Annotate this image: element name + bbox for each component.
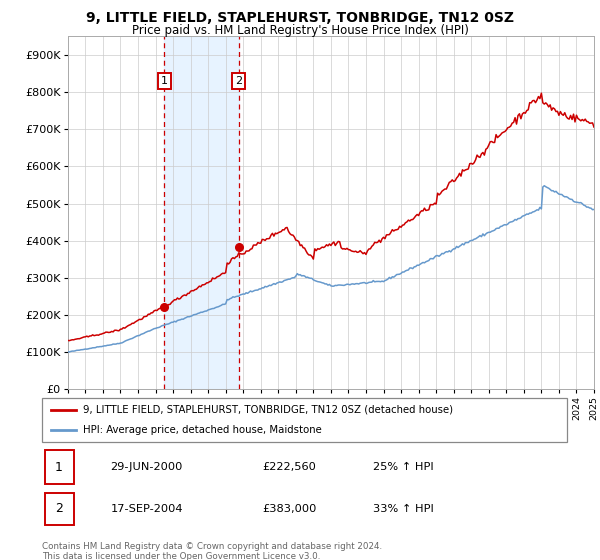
Text: 2: 2	[235, 76, 242, 86]
Text: 25% ↑ HPI: 25% ↑ HPI	[373, 462, 433, 472]
Text: This data is licensed under the Open Government Licence v3.0.: This data is licensed under the Open Gov…	[42, 552, 320, 560]
Text: 29-JUN-2000: 29-JUN-2000	[110, 462, 182, 472]
Bar	[44, 450, 74, 484]
Text: HPI: Average price, detached house, Maidstone: HPI: Average price, detached house, Maid…	[83, 425, 322, 435]
Text: 33% ↑ HPI: 33% ↑ HPI	[373, 504, 434, 514]
Text: 2: 2	[55, 502, 63, 515]
Text: 1: 1	[161, 76, 168, 86]
Text: Contains HM Land Registry data © Crown copyright and database right 2024.: Contains HM Land Registry data © Crown c…	[42, 542, 382, 550]
Bar	[44, 493, 74, 525]
Bar	[164, 36, 239, 389]
Text: £222,560: £222,560	[263, 462, 316, 472]
Text: 9, LITTLE FIELD, STAPLEHURST, TONBRIDGE, TN12 0SZ (detached house): 9, LITTLE FIELD, STAPLEHURST, TONBRIDGE,…	[83, 405, 453, 415]
Text: 9, LITTLE FIELD, STAPLEHURST, TONBRIDGE, TN12 0SZ: 9, LITTLE FIELD, STAPLEHURST, TONBRIDGE,…	[86, 11, 514, 25]
Text: Price paid vs. HM Land Registry's House Price Index (HPI): Price paid vs. HM Land Registry's House …	[131, 24, 469, 36]
Text: 1: 1	[55, 460, 63, 474]
Text: 17-SEP-2004: 17-SEP-2004	[110, 504, 183, 514]
Text: £383,000: £383,000	[263, 504, 317, 514]
